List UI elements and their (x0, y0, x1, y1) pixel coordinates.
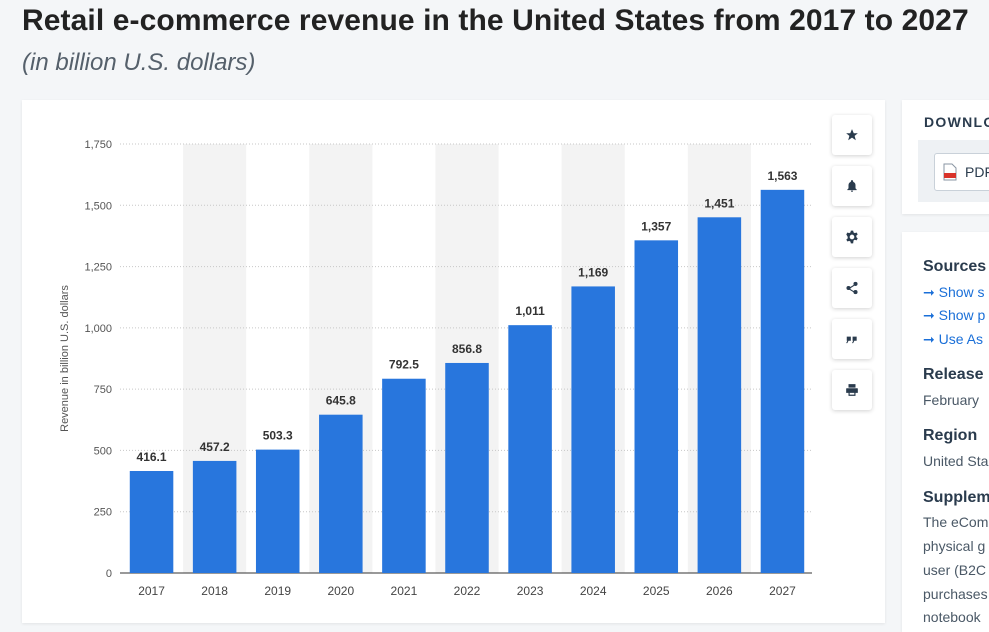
bar (129, 470, 174, 573)
y-tick-label: 500 (94, 445, 112, 457)
download-panel: DOWNLO PDF (902, 100, 989, 214)
cite-button[interactable] (832, 319, 872, 359)
data-label: 457.2 (200, 440, 230, 454)
supplementary-line: The eCom (923, 514, 989, 530)
x-tick-label: 2017 (138, 584, 165, 598)
use-as-reference-link[interactable]: ➞ Use As (923, 331, 983, 348)
x-tick-label: 2022 (454, 584, 481, 598)
y-axis-label: Revenue in billion U.S. dollars (59, 285, 71, 432)
arrow-right-icon: ➞ (923, 331, 935, 347)
y-tick-label: 0 (106, 568, 112, 580)
x-tick-label: 2023 (517, 584, 544, 598)
share-icon (846, 281, 858, 295)
bell-icon (847, 180, 857, 192)
info-panel: Sources ➞ Show s ➞ Show p ➞ Use As Relea… (902, 232, 989, 632)
bar (571, 286, 615, 573)
y-tick-label: 1,500 (84, 200, 112, 212)
show-source-link[interactable]: ➞ Show s (923, 284, 985, 301)
notification-button[interactable] (832, 166, 872, 206)
download-heading: DOWNLO (924, 114, 989, 130)
x-tick-label: 2020 (327, 584, 354, 598)
supplementary-heading: Supplem (923, 489, 989, 506)
y-tick-label: 1,250 (84, 262, 112, 274)
bar (508, 325, 552, 573)
y-tick-label: 250 (94, 507, 112, 519)
show-publisher-link[interactable]: ➞ Show p (923, 307, 985, 324)
data-label: 1,169 (578, 265, 608, 279)
sources-heading: Sources (923, 258, 987, 275)
bar (192, 460, 237, 573)
page-title: Retail e-commerce revenue in the United … (22, 4, 969, 37)
release-date: February (923, 392, 980, 408)
supplementary-line: purchases (923, 586, 988, 602)
region-heading: Region (923, 427, 978, 444)
download-options: PDF (918, 140, 989, 202)
print-button[interactable] (832, 370, 872, 410)
data-label: 856.8 (452, 342, 482, 356)
link-label: Use As (938, 331, 983, 347)
y-tick-label: 1,750 (84, 139, 112, 151)
x-tick-label: 2018 (201, 584, 228, 598)
supplementary-line: physical g (923, 538, 986, 554)
x-tick-label: 2024 (580, 584, 607, 598)
x-tick-label: 2021 (391, 584, 418, 598)
gear-icon (846, 230, 858, 244)
arrow-right-icon: ➞ (923, 307, 935, 323)
x-tick-label: 2019 (264, 584, 291, 598)
quote-icon (846, 336, 857, 344)
arrow-right-icon: ➞ (923, 284, 935, 300)
favorite-button[interactable] (832, 115, 872, 155)
release-heading: Release (923, 366, 984, 383)
data-label: 503.3 (263, 429, 293, 443)
pdf-label: PDF (965, 164, 989, 180)
data-label: 1,451 (704, 196, 734, 210)
data-label: 1,563 (767, 169, 797, 183)
pdf-download-button[interactable]: PDF (934, 153, 989, 191)
pdf-file-icon (943, 163, 957, 181)
link-label: Show s (938, 284, 985, 300)
bar (319, 414, 363, 573)
bar (760, 189, 805, 573)
bar (697, 217, 742, 573)
x-tick-label: 2025 (643, 584, 670, 598)
settings-button[interactable] (832, 217, 872, 257)
data-label: 792.5 (389, 358, 419, 372)
data-label: 1,357 (641, 219, 671, 233)
y-tick-label: 750 (94, 384, 112, 396)
supplementary-line: notebook (923, 609, 981, 625)
bar (634, 240, 679, 574)
data-label: 1,011 (515, 304, 545, 318)
printer-icon (846, 384, 858, 396)
chart-card: 0 250 500 750 1,000 1,250 1,500 1,750 416.1 2017 4… (22, 100, 885, 623)
bar-chart: 0 250 500 750 1,000 1,250 1,500 1,750 416.1 2017 4… (59, 139, 812, 598)
supplementary-line: user (B2C (923, 562, 987, 578)
x-tick-label: 2027 (769, 584, 796, 598)
y-tick-label: 1,000 (84, 323, 112, 335)
bar (382, 378, 426, 573)
link-label: Show p (938, 307, 986, 323)
bar (255, 449, 300, 573)
data-label: 416.1 (137, 450, 167, 464)
bar (445, 362, 489, 573)
star-icon (846, 129, 858, 141)
data-label: 645.8 (326, 394, 356, 408)
share-button[interactable] (832, 268, 872, 308)
x-tick-label: 2026 (706, 584, 733, 598)
page-subtitle: (in billion U.S. dollars) (22, 49, 256, 76)
region-value: United Sta (923, 453, 989, 469)
